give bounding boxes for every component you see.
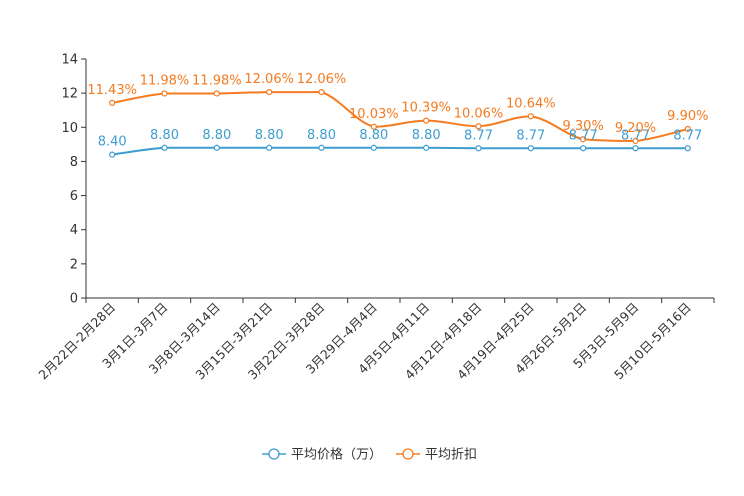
data-label-0: 8.77 — [569, 128, 598, 143]
y-tick-label: 0 — [70, 292, 78, 307]
y-tick-label: 4 — [70, 223, 78, 238]
series-layer — [109, 89, 691, 158]
data-label-0: 8.80 — [412, 128, 441, 143]
data-labels: 8.40 8.80 8.80 8.80 8.80 8.80 8.80 8.77 8.77 8.77… — [87, 72, 708, 149]
data-label-0: 8.77 — [673, 128, 702, 143]
data-label-1: 11.43% — [87, 83, 137, 98]
legend-marker-icon — [402, 448, 414, 460]
data-label-0: 8.77 — [621, 128, 650, 143]
data-label-0: 8.40 — [98, 135, 127, 150]
data-point-0[interactable] — [318, 144, 325, 151]
data-label-0: 8.77 — [464, 128, 493, 143]
data-label-1: 9.20% — [615, 121, 656, 136]
data-point-0[interactable] — [161, 144, 168, 151]
data-point-1[interactable] — [632, 137, 639, 145]
y-tick-label: 10 — [61, 121, 78, 136]
data-point-1[interactable] — [370, 123, 377, 130]
data-point-0[interactable] — [475, 145, 482, 152]
y-tick-label: 6 — [70, 189, 78, 204]
data-point-1[interactable] — [109, 99, 116, 106]
legend-item-0[interactable]: 平均价格（万） — [262, 447, 382, 463]
y-tick-label: 12 — [61, 87, 78, 102]
data-label-1: 10.64% — [506, 96, 556, 111]
data-point-0[interactable] — [580, 145, 587, 152]
data-point-0[interactable] — [266, 144, 273, 151]
data-point-1[interactable] — [423, 117, 430, 124]
data-label-0: 8.80 — [150, 128, 179, 143]
data-point-0[interactable] — [213, 144, 220, 151]
data-point-0[interactable] — [423, 144, 430, 151]
data-label-0: 8.80 — [307, 128, 336, 143]
data-label-1: 9.30% — [563, 119, 604, 134]
data-label-1: 12.06% — [244, 72, 294, 87]
data-label-0: 8.80 — [202, 128, 231, 143]
data-label-1: 10.39% — [401, 101, 451, 116]
y-tick-label: 8 — [70, 155, 78, 170]
data-label-1: 10.06% — [454, 106, 504, 121]
legend-marker-icon — [268, 448, 280, 460]
data-label-1: 11.98% — [140, 73, 190, 88]
data-point-1[interactable] — [580, 136, 587, 143]
legend[interactable]: 平均价格（万） 平均折扣 — [262, 447, 477, 463]
data-point-0[interactable] — [632, 145, 639, 152]
data-label-1: 12.06% — [297, 72, 347, 87]
data-point-0[interactable] — [370, 144, 377, 151]
data-label-1: 10.03% — [349, 107, 399, 122]
data-point-0[interactable] — [109, 151, 116, 158]
legend-item-1[interactable]: 平均折扣 — [396, 448, 477, 463]
axes: 024681012142月22日-2月28日3月1日-3月7日3月8日-3月14… — [35, 53, 715, 383]
data-point-1[interactable] — [475, 123, 482, 130]
data-point-1[interactable] — [266, 89, 273, 96]
data-label-0: 8.80 — [359, 128, 388, 143]
x-tick-label: 2月22日-2月28日 — [35, 300, 118, 383]
data-point-1[interactable] — [527, 113, 534, 120]
data-label-1: 9.90% — [667, 109, 708, 124]
data-point-1[interactable] — [161, 90, 168, 97]
legend-label: 平均价格（万） — [291, 447, 382, 463]
data-point-1[interactable] — [213, 90, 220, 97]
data-label-0: 8.77 — [516, 128, 545, 143]
y-tick-label: 14 — [61, 53, 78, 68]
legend-label: 平均折扣 — [425, 448, 477, 463]
series-line-0 — [112, 146, 688, 156]
data-label-1: 11.98% — [192, 73, 242, 88]
data-point-1[interactable] — [684, 125, 691, 133]
data-point-1[interactable] — [318, 89, 325, 96]
data-point-0[interactable] — [527, 145, 534, 152]
series-line-1 — [111, 91, 689, 142]
data-label-0: 8.80 — [255, 128, 284, 143]
y-tick-label: 2 — [70, 257, 78, 272]
data-point-0[interactable] — [684, 145, 691, 152]
